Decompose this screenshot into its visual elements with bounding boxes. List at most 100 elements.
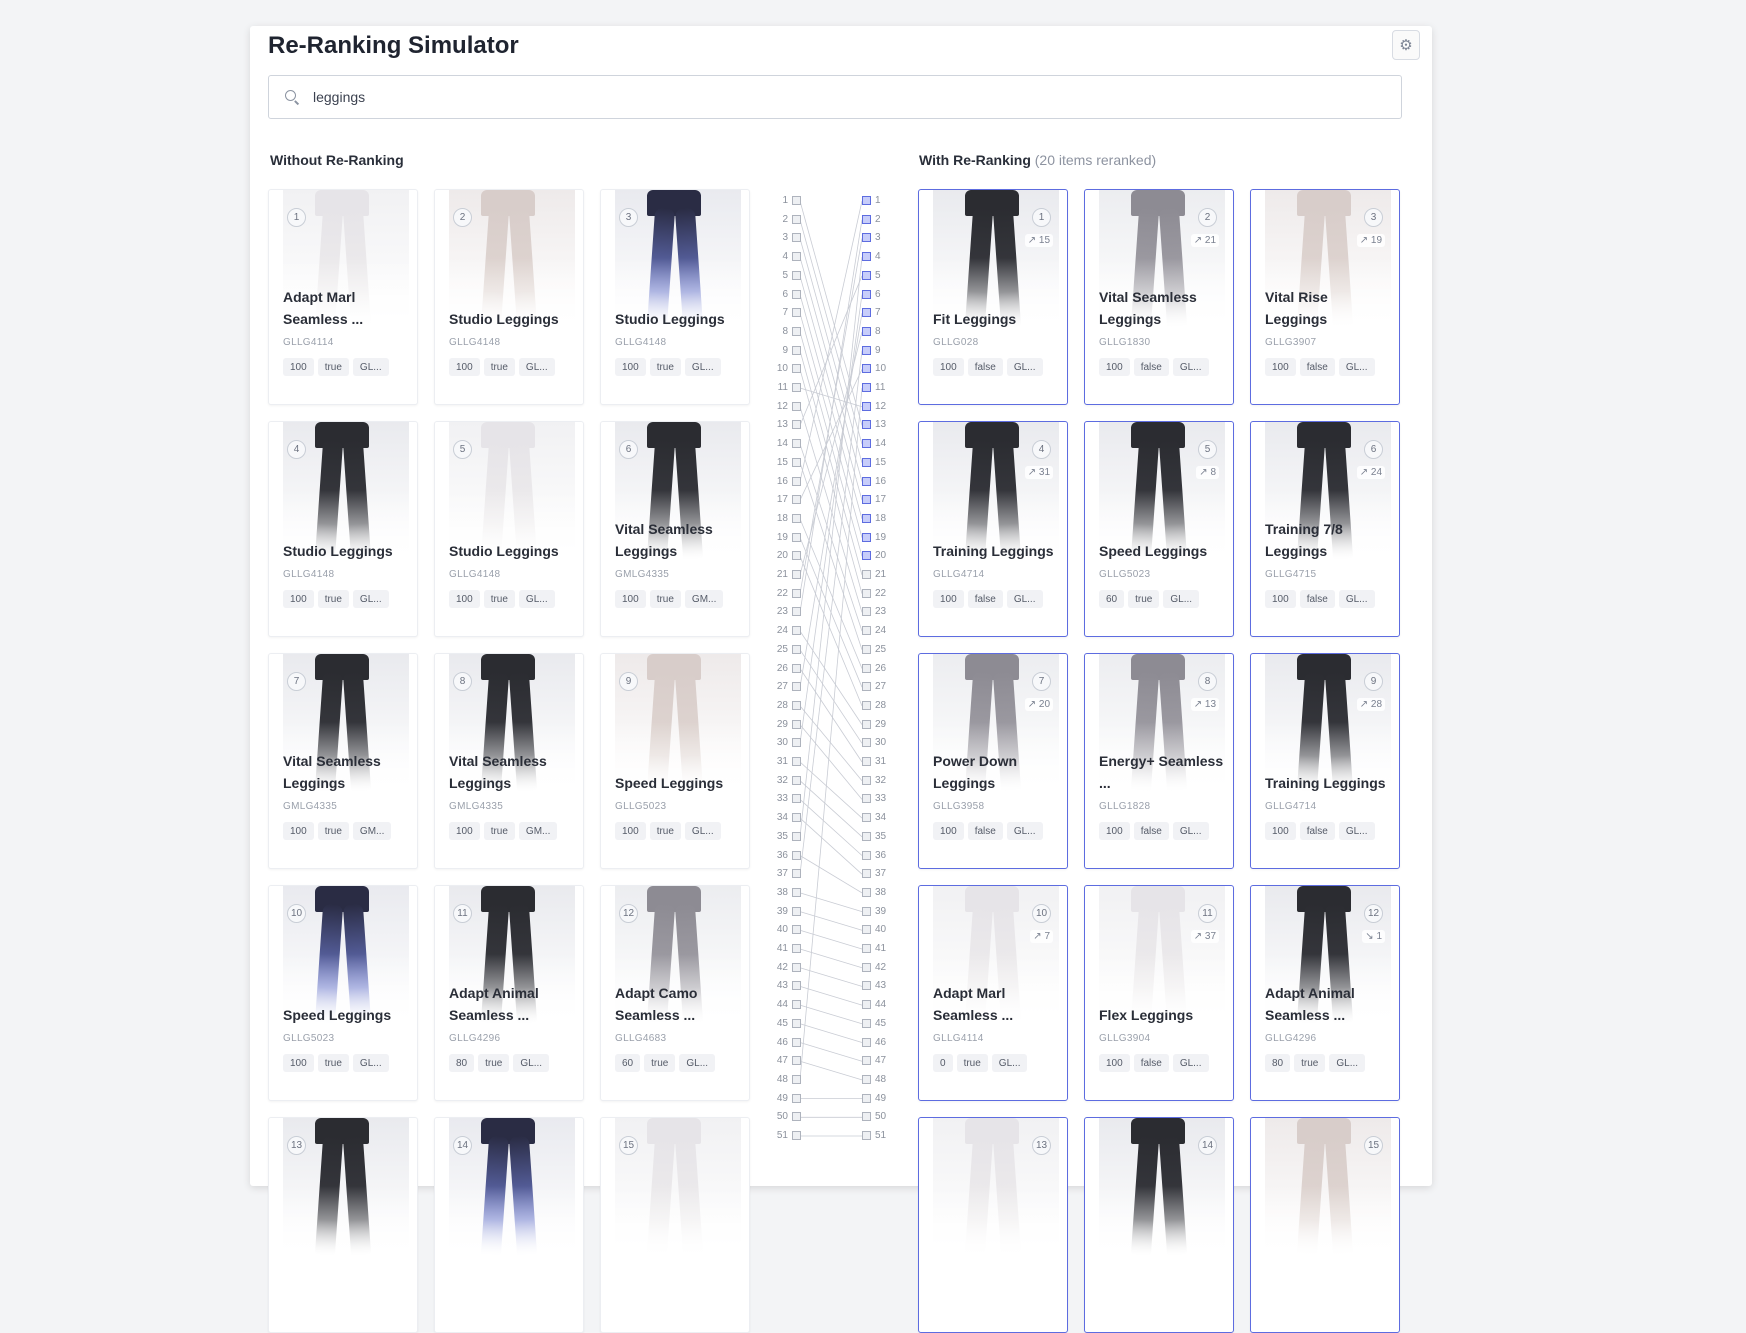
product-card[interactable]: 2 ↗ 21 Vital Seamless Leggings GLLG1830 100 f… [1084, 189, 1234, 405]
attribute-chip: 100 [1099, 358, 1130, 376]
original-rank-number: 12 [776, 400, 788, 412]
rank-connection-line [799, 369, 863, 501]
rank-badge: 6 [1364, 440, 1383, 459]
original-rank-number: 32 [776, 774, 788, 786]
product-sku: GLLG1828 [1099, 801, 1151, 812]
image-fade [283, 722, 409, 792]
product-card[interactable]: 11 ↗ 37 Flex Leggings GLLG3904 100 false GL... [1084, 885, 1234, 1101]
search-bar [268, 75, 1402, 119]
product-card[interactable]: 14 [1084, 1117, 1234, 1333]
product-card[interactable]: 11 Adapt Animal Seamless ... GLLG4296 80 tru… [434, 885, 584, 1101]
attribute-chip: 100 [615, 590, 646, 608]
leggings-illustration [933, 886, 1059, 1025]
attribute-chip: true [649, 358, 681, 376]
attribute-chip: false [1299, 358, 1335, 376]
rank-badge: 11 [453, 904, 472, 923]
product-card[interactable]: 1 ↗ 15 Fit Leggings GLLG028 100 false GL... [918, 189, 1068, 405]
attribute-chip: false [967, 822, 1003, 840]
reranked-rank-number: 17 [875, 494, 887, 506]
reranked-rank-marker [862, 420, 871, 430]
reranked-rank-marker [862, 570, 871, 579]
original-rank-number: 10 [776, 363, 788, 375]
reranked-rank-number: 46 [875, 1036, 887, 1048]
reranked-rank-number: 31 [875, 756, 887, 767]
product-card[interactable]: 12 Adapt Camo Seamless ... GLLG4683 60 true G… [600, 885, 750, 1101]
product-card[interactable]: 3 Studio Leggings GLLG4148 100 true GL... [600, 189, 750, 405]
rank-connection-line [799, 350, 863, 576]
product-card[interactable]: 9 ↗ 28 Training Leggings GLLG4714 100 false GL… [1250, 653, 1400, 869]
attribute-chip: 100 [933, 822, 964, 840]
rank-change-badge: ↗ 20 [1024, 698, 1053, 711]
original-rank-number: 50 [776, 1111, 788, 1123]
attribute-chips: 100 true GL... [615, 358, 721, 376]
product-card[interactable]: 15 [600, 1117, 750, 1333]
rank-change-badge: ↗ 37 [1190, 930, 1219, 943]
reranked-rank-marker [862, 757, 871, 766]
reranked-rank-number: 30 [875, 737, 887, 749]
product-card[interactable]: 4 Studio Leggings GLLG4148 100 true GL... [268, 421, 418, 637]
reranked-rank-marker [862, 962, 871, 972]
product-card[interactable]: 1 Adapt Marl Seamless ... GLLG4114 100 true G… [268, 189, 418, 405]
reranked-rank-marker [862, 1000, 871, 1010]
product-name: Vital Seamless Leggings [615, 521, 713, 559]
search-input[interactable] [311, 88, 1401, 106]
original-rank-marker [792, 1112, 801, 1122]
reranked-rank-number: 49 [875, 1092, 887, 1104]
attribute-chip: false [1299, 590, 1335, 608]
product-card[interactable]: 4 ↗ 31 Training Leggings GLLG4714 100 false GL… [918, 421, 1068, 637]
reranked-rank-number: 16 [875, 475, 887, 487]
attribute-chips: 100 false GL... [1265, 358, 1375, 376]
attribute-chip: 100 [615, 358, 646, 376]
product-card[interactable]: 10 Speed Leggings GLLG5023 100 true GL... [268, 885, 418, 1101]
product-card[interactable]: 9 Speed Leggings GLLG5023 100 true GL... [600, 653, 750, 869]
reranked-rank-number: 8 [875, 325, 881, 337]
leggings-illustration [1099, 886, 1225, 1025]
product-card[interactable]: 5 ↗ 8 Speed Leggings GLLG5023 60 true GL... [1084, 421, 1234, 637]
settings-button[interactable]: ⚙ [1392, 30, 1420, 60]
product-card[interactable]: 13 [268, 1117, 418, 1333]
leggings-illustration [933, 190, 1059, 329]
product-card[interactable]: 2 Studio Leggings GLLG4148 100 true GL... [434, 189, 584, 405]
rank-connection-lines [799, 200, 863, 1137]
attribute-chips: 100 false GL... [1265, 822, 1375, 840]
rank-change-badge: ↗ 15 [1024, 234, 1053, 247]
product-card[interactable]: 7 Vital Seamless Leggings GMLG4335 100 true G… [268, 653, 418, 869]
product-card[interactable]: 8 Vital Seamless Leggings GMLG4335 100 true G… [434, 653, 584, 869]
attribute-chips: 100 false GL... [933, 822, 1043, 840]
reranked-rank-number: 45 [875, 1017, 887, 1029]
product-name: Vital Seamless Leggings [283, 753, 381, 791]
product-card[interactable]: 14 [434, 1117, 584, 1333]
product-sku: GLLG3958 [933, 801, 985, 812]
product-card[interactable]: 6 ↗ 24 Training 7/8 Leggings GLLG4715 100 fal… [1250, 421, 1400, 637]
product-card[interactable]: 7 ↗ 20 Power Down Leggings GLLG3958 100 false… [918, 653, 1068, 869]
original-rank-marker [792, 1056, 801, 1066]
rank-connection-line [799, 780, 863, 838]
image-fade [933, 490, 1059, 560]
original-rank-number: 38 [776, 886, 788, 898]
rank-connection-line [799, 313, 863, 688]
attribute-chip: true [1128, 590, 1160, 608]
leggings-illustration [449, 654, 575, 793]
product-card[interactable]: 15 [1250, 1117, 1400, 1333]
attribute-chip: false [1299, 822, 1335, 840]
rank-badge: 9 [619, 672, 638, 691]
product-card[interactable]: 10 ↗ 7 Adapt Marl Seamless ... GLLG4114 0 tru… [918, 885, 1068, 1101]
rank-badge: 8 [1198, 672, 1217, 691]
reranked-rank-marker [862, 476, 871, 486]
rank-connection-line [799, 256, 863, 482]
product-card[interactable]: 8 ↗ 13 Energy+ Seamless ... GLLG1828 100 fals… [1084, 653, 1234, 869]
attribute-chip: GL... [1172, 358, 1209, 376]
leggings-illustration [1265, 886, 1391, 1025]
product-card[interactable]: 3 ↗ 19 Vital Rise Leggings GLLG3907 100 false… [1250, 189, 1400, 405]
image-fade [283, 954, 409, 1024]
product-card[interactable]: 5 Studio Leggings GLLG4148 100 true GL... [434, 421, 584, 637]
original-rank-marker [792, 289, 801, 299]
attribute-chip: GL... [1338, 822, 1375, 840]
product-card[interactable]: 13 [918, 1117, 1068, 1333]
product-card[interactable]: 6 Vital Seamless Leggings GMLG4335 100 true G… [600, 421, 750, 637]
leggings-illustration [449, 422, 575, 561]
product-name: Vital Seamless Leggings [449, 753, 547, 791]
reranked-rank-marker [862, 607, 871, 617]
rank-connection-line [799, 892, 863, 912]
product-card[interactable]: 12 ↘ 1 Adapt Animal Seamless ... GLLG4296 80… [1250, 885, 1400, 1101]
